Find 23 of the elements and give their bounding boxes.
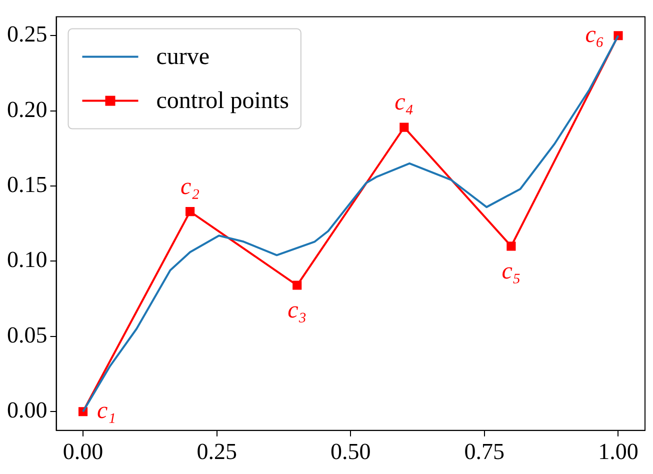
annotation: c₅ <box>502 258 521 284</box>
x-tick-label: 0.00 <box>62 439 104 464</box>
x-tick-label: 0.75 <box>464 439 505 464</box>
point <box>400 122 409 132</box>
y-tick-label: 0.15 <box>7 172 48 198</box>
point <box>186 207 195 216</box>
point <box>506 242 516 251</box>
legend-label: curve <box>156 44 210 70</box>
x-tick-label: 1.00 <box>598 439 638 464</box>
y-tick-label: 0.00 <box>7 398 48 423</box>
annotation: c₃ <box>288 298 307 324</box>
x-tick-label: 0.50 <box>330 439 371 464</box>
y-tick-label: 0.10 <box>7 247 48 272</box>
legend-label: control points <box>156 88 289 114</box>
y-tick-label: 0.05 <box>7 322 48 348</box>
annotation: c₂ <box>180 174 200 200</box>
point <box>292 280 302 290</box>
x-tick-label: 0.25 <box>196 439 237 464</box>
y-tick-label: 0.25 <box>7 22 48 47</box>
annotation: c₁ <box>97 398 116 424</box>
annotation: c₆ <box>585 22 604 48</box>
annotation: c₄ <box>394 90 414 116</box>
y-tick-label: 0.20 <box>7 96 48 122</box>
